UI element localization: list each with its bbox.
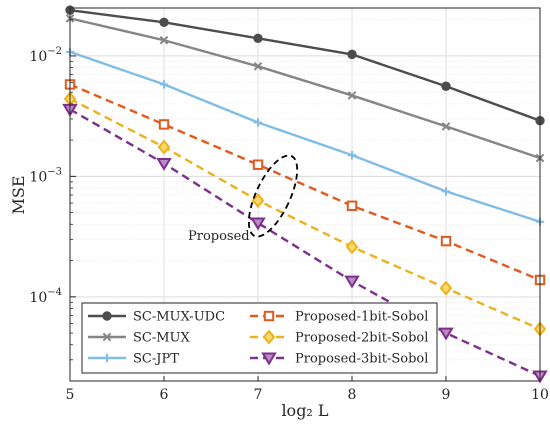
marker-diamond <box>251 192 265 209</box>
marker-stroke <box>441 122 451 131</box>
series-line <box>69 8 541 122</box>
legend-label: SC-JPT <box>133 352 179 367</box>
marker-triangle-down <box>344 275 360 289</box>
marker-stroke <box>253 62 263 71</box>
x-tick-label: 8 <box>348 387 357 403</box>
series-sc-jpt <box>65 47 545 226</box>
series-line <box>69 108 541 378</box>
series-line <box>69 17 541 160</box>
series-line <box>69 97 541 331</box>
marker-plus <box>159 80 169 89</box>
marker-square <box>158 119 170 130</box>
marker-plus <box>347 150 357 160</box>
legend-item: SC-MUX <box>88 331 191 346</box>
marker-x <box>159 35 169 45</box>
marker-diamond <box>262 329 276 345</box>
marker-square <box>263 310 275 322</box>
marker-square <box>252 159 264 170</box>
y-tick-label: 10−4 <box>29 287 62 306</box>
marker-plus <box>102 353 112 363</box>
proposed-ellipse <box>247 154 299 238</box>
marker-stroke <box>159 35 169 45</box>
x-tick-label: 10 <box>531 387 549 403</box>
marker-plus <box>441 187 451 196</box>
marker-circle <box>253 33 263 44</box>
plot-frame <box>69 7 541 382</box>
marker-x <box>441 122 451 131</box>
series-line <box>69 83 541 282</box>
legend-label: Proposed-2bit-Sobol <box>295 331 428 346</box>
proposed-label: Proposed <box>188 229 250 244</box>
marker-triangle-down <box>438 327 454 341</box>
marker-triangle-down <box>156 157 172 171</box>
marker-stroke <box>102 332 112 342</box>
x-axis-label: log₂ L <box>281 401 328 420</box>
proposed-annotation: Proposed <box>188 154 299 244</box>
legend-label: SC-MUX-UDC <box>133 310 225 325</box>
series-layer <box>62 5 548 384</box>
marker-square <box>346 200 358 211</box>
legend-label: Proposed-3bit-Sobol <box>295 352 428 367</box>
marker-diamond <box>439 280 453 296</box>
marker-circle <box>102 311 112 321</box>
x-tick-label: 6 <box>160 387 169 403</box>
marker-diamond <box>345 239 359 255</box>
marker-triangle-down <box>250 217 266 231</box>
legend-item: Proposed-2bit-Sobol <box>250 329 428 346</box>
y-tick-label: 10−2 <box>29 46 62 65</box>
marker-diamond <box>157 139 171 155</box>
ticks: 5 6 7 8 9 10 10−2 10−3 10−4 <box>29 19 549 403</box>
legend-label: Proposed-1bit-Sobol <box>295 310 428 325</box>
x-tick-label: 5 <box>66 387 75 403</box>
legend-item: Proposed-3bit-Sobol <box>250 352 428 367</box>
legend: SC-MUX-UDC SC-MUX SC-JPT Proposed-1bit-Sobo… <box>81 302 438 374</box>
legend-label: SC-MUX <box>133 331 191 346</box>
marker-stroke <box>347 91 357 100</box>
marker-circle <box>159 17 169 28</box>
marker-circle <box>441 81 451 91</box>
series-line <box>69 50 541 223</box>
marker-x <box>347 91 357 100</box>
marker-x <box>253 62 263 71</box>
legend-item: Proposed-1bit-Sobol <box>250 310 428 325</box>
legend-box <box>81 302 438 374</box>
marker-plus <box>253 118 263 127</box>
marker-circle <box>347 49 357 60</box>
legend-item: SC-MUX-UDC <box>88 310 225 325</box>
x-tick-label: 7 <box>254 387 263 403</box>
marker-square <box>440 235 452 247</box>
x-tick-label: 9 <box>442 387 451 403</box>
y-axis-label: MSE <box>9 175 28 214</box>
marker-x <box>102 332 112 342</box>
marker-triangle-down <box>261 352 277 366</box>
legend-item: SC-JPT <box>88 352 179 367</box>
y-tick-label: 10−3 <box>29 166 62 185</box>
